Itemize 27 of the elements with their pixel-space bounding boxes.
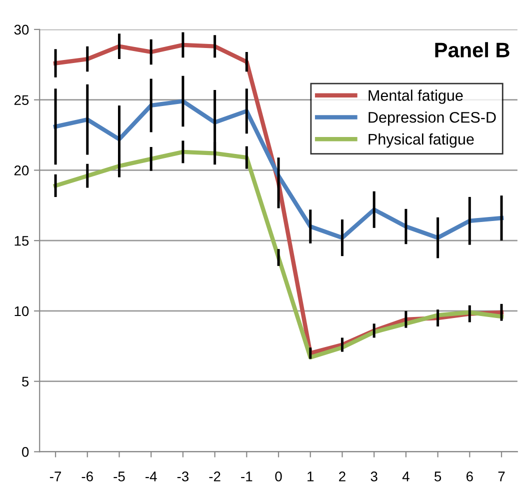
legend-label: Mental fatigue: [368, 90, 463, 104]
y-tick-label: 0: [22, 447, 29, 457]
x-tick-label: 0: [275, 472, 282, 482]
x-tick-label: 3: [370, 472, 378, 482]
legend-label: Physical fatigue: [368, 133, 474, 148]
x-tick-label: -5: [114, 472, 125, 482]
chart-title: Panel B: [435, 42, 510, 58]
y-tick-label: 10: [14, 306, 29, 316]
y-tick-label: 15: [14, 236, 29, 246]
x-tick-label: 4: [402, 472, 410, 482]
x-tick-label: 2: [339, 472, 346, 482]
x-tick-label: 1: [308, 472, 314, 482]
y-tick-label: 5: [22, 376, 29, 387]
y-tick-label: 25: [14, 95, 29, 106]
x-tick-label: 6: [466, 472, 473, 482]
x-tick-label: -1: [241, 472, 252, 482]
y-tick-label: 30: [14, 24, 29, 35]
x-tick-label: -6: [82, 472, 93, 482]
x-tick-label: 5: [434, 472, 442, 482]
x-tick-label: -4: [146, 472, 157, 482]
x-tick-label: -3: [177, 472, 189, 482]
legend-label: Depression CES-D: [368, 112, 496, 126]
x-tick-label: 7: [498, 472, 505, 482]
y-tick-label: 20: [14, 166, 29, 176]
line-series: [53, 150, 504, 360]
x-tick-label: -7: [50, 472, 62, 482]
x-tick-label: -2: [209, 472, 220, 482]
